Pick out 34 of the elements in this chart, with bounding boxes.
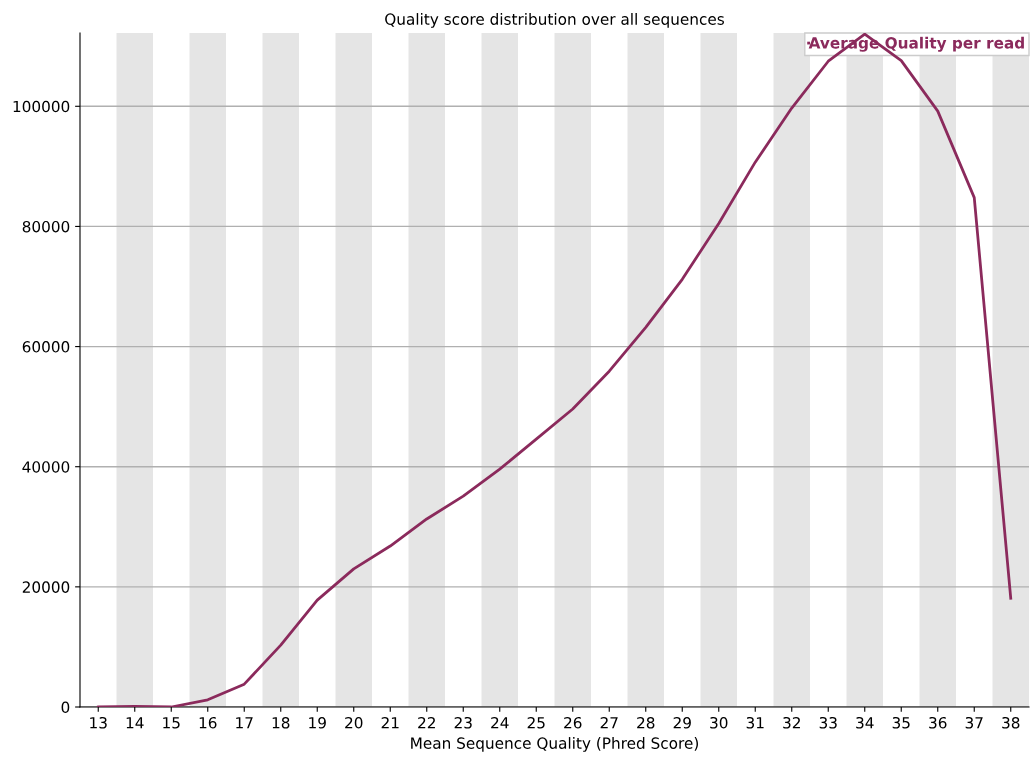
x-tick-label: 21	[381, 716, 399, 729]
x-tick-label: 22	[418, 716, 435, 729]
x-tick-label: 36	[929, 716, 947, 729]
x-axis-title: Mean Sequence Quality (Phred Score)	[411, 737, 698, 752]
x-tick-label: 13	[90, 716, 107, 729]
x-tick-label: 20	[345, 716, 363, 729]
x-tick-label: 29	[673, 716, 691, 729]
x-tick-label: 14	[126, 717, 144, 729]
x-tick-label: 28	[637, 716, 655, 729]
x-tick-label: 33	[819, 716, 837, 729]
y-tick-label: 80000	[22, 220, 70, 233]
x-tick-label: 25	[527, 716, 545, 729]
x-tick-label: 34	[856, 716, 874, 729]
x-tick-label: 16	[199, 716, 217, 729]
y-tick-label: 20000	[22, 581, 70, 593]
x-tick-label: 19	[309, 716, 326, 729]
x-tick-label: 26	[564, 716, 582, 729]
y-tick-label: 40000	[22, 461, 70, 473]
x-tick-label: 38	[1002, 716, 1020, 729]
x-tick-label: 27	[600, 716, 618, 729]
y-tick-label: 100000	[13, 100, 70, 113]
y-tick-label: 60000	[22, 341, 70, 353]
x-tick-label: 35	[892, 716, 910, 729]
x-tick-label: 17	[236, 717, 253, 729]
x-tick-label: 18	[272, 716, 290, 729]
chart-title: Quality score distribution over all sequences	[385, 13, 724, 28]
x-tick-label: 30	[710, 716, 728, 729]
x-tick-label: 37	[965, 716, 983, 729]
x-tick-label: 31	[746, 716, 764, 729]
x-tick-label: 24	[491, 716, 509, 729]
x-tick-label: 15	[163, 717, 180, 729]
x-tick-label: 32	[783, 716, 800, 729]
x-tick-label: 23	[454, 716, 472, 729]
y-tick-label: 0	[61, 701, 70, 714]
